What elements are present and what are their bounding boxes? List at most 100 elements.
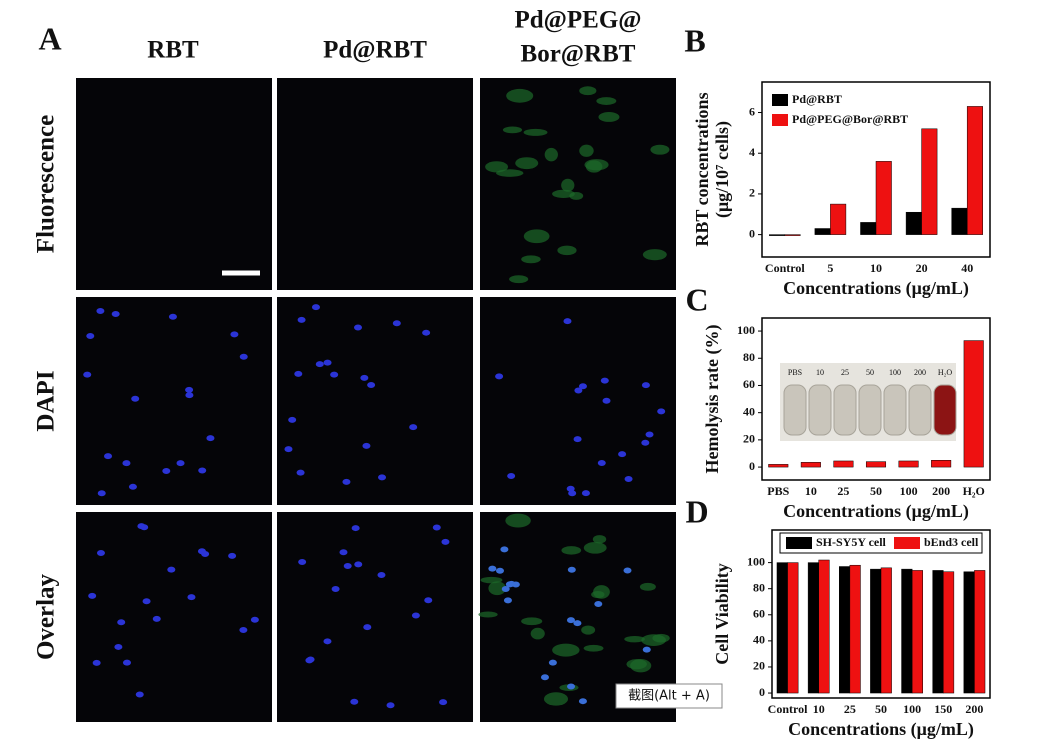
y-tick-label: 4 bbox=[749, 145, 755, 159]
nucleus bbox=[377, 572, 386, 579]
nucleus bbox=[488, 565, 497, 572]
nucleus bbox=[623, 567, 632, 574]
tooltip-box bbox=[615, 683, 723, 709]
plot-frame bbox=[761, 81, 991, 258]
nucleus bbox=[411, 612, 420, 619]
x-tick-label: 20 bbox=[916, 261, 928, 275]
x-tick-label: 50 bbox=[870, 484, 882, 498]
nucleus bbox=[288, 416, 297, 423]
cell-fluor bbox=[505, 513, 531, 528]
nucleus bbox=[230, 331, 239, 338]
nucleus bbox=[597, 459, 606, 466]
bar bbox=[963, 571, 975, 694]
micrograph bbox=[480, 78, 676, 290]
nucleus bbox=[187, 594, 196, 601]
nucleus bbox=[296, 469, 305, 476]
nucleus bbox=[351, 525, 360, 532]
cell-fluor bbox=[579, 86, 597, 96]
nucleus bbox=[566, 617, 575, 624]
bar bbox=[849, 564, 861, 694]
tube bbox=[783, 384, 807, 436]
nucleus bbox=[641, 439, 650, 446]
y-tick-label: 20 bbox=[743, 432, 755, 446]
cell-fluor bbox=[552, 189, 575, 198]
nucleus bbox=[88, 592, 97, 599]
nucleus bbox=[167, 566, 176, 573]
inset-photo: PBS 10 25 50 100 200 H₂O bbox=[780, 363, 957, 441]
cell-fluor bbox=[502, 126, 523, 134]
nucleus bbox=[201, 551, 210, 558]
inset-label: 100 bbox=[889, 368, 901, 377]
x-tick-label: 25 bbox=[837, 484, 849, 498]
bar bbox=[966, 106, 983, 235]
nucleus bbox=[568, 490, 577, 497]
micrograph bbox=[277, 512, 473, 722]
y-tick-label: 100 bbox=[747, 554, 765, 568]
nucleus bbox=[578, 698, 587, 705]
nucleus bbox=[298, 558, 307, 565]
nucleus bbox=[306, 656, 315, 663]
y-tick-label: 40 bbox=[743, 404, 755, 418]
nucleus bbox=[645, 431, 654, 438]
nucleus bbox=[96, 307, 105, 314]
nucleus bbox=[131, 395, 140, 402]
nucleus bbox=[540, 674, 549, 681]
nucleus bbox=[250, 616, 259, 623]
row-label: Fluorescence bbox=[33, 115, 60, 253]
nucleus bbox=[600, 377, 609, 384]
micrograph bbox=[76, 297, 272, 505]
legend-swatch bbox=[894, 537, 920, 549]
column-header: Bor@RBT bbox=[521, 41, 636, 68]
bar bbox=[921, 128, 938, 235]
bar bbox=[951, 207, 968, 235]
bar bbox=[814, 228, 831, 235]
cell-fluor bbox=[543, 692, 569, 706]
bar bbox=[911, 570, 923, 694]
x-tick-label: 10 bbox=[805, 484, 817, 498]
nucleus bbox=[96, 549, 105, 556]
nucleus bbox=[422, 329, 431, 336]
cell-fluor bbox=[650, 144, 670, 155]
bar bbox=[830, 203, 847, 235]
bar bbox=[768, 464, 789, 468]
cell-fluor bbox=[579, 144, 594, 157]
x-tick-label: H₂O bbox=[963, 484, 985, 498]
y-tick-label: 20 bbox=[753, 659, 765, 673]
nucleus bbox=[294, 370, 303, 377]
nucleus bbox=[122, 460, 131, 467]
nucleus bbox=[657, 408, 666, 415]
cell-fluor bbox=[485, 161, 509, 173]
nucleus bbox=[594, 600, 603, 607]
nucleus bbox=[602, 397, 611, 404]
cell-fluor bbox=[521, 617, 543, 626]
nucleus bbox=[342, 478, 351, 485]
cell-fluor bbox=[552, 643, 580, 657]
nucleus bbox=[441, 538, 450, 545]
x-tick-label: 200 bbox=[965, 702, 983, 716]
y-tick-label: 0 bbox=[749, 226, 755, 240]
bar bbox=[931, 460, 952, 468]
column-header: RBT bbox=[147, 37, 199, 64]
bar bbox=[905, 211, 922, 235]
screenshot-tooltip: 截图(Alt + A) bbox=[615, 683, 723, 709]
nucleus bbox=[142, 598, 151, 605]
nucleus bbox=[83, 371, 92, 378]
cell-fluor bbox=[478, 611, 498, 618]
nucleus bbox=[500, 546, 509, 553]
tube bbox=[908, 384, 932, 436]
row-label: Overlay bbox=[33, 573, 60, 660]
y-tick-label: 60 bbox=[743, 377, 755, 391]
nucleus bbox=[228, 552, 237, 559]
nucleus bbox=[501, 586, 510, 593]
cell-fluor bbox=[515, 157, 539, 170]
cell-fluor bbox=[561, 546, 582, 555]
micrograph bbox=[76, 78, 272, 290]
tube bbox=[833, 384, 857, 436]
bar bbox=[860, 222, 877, 235]
cell-fluor bbox=[521, 255, 541, 264]
bar bbox=[943, 571, 955, 694]
y-tick-label: 80 bbox=[743, 350, 755, 364]
cell-fluor bbox=[593, 585, 610, 599]
cell-fluor bbox=[581, 625, 596, 635]
